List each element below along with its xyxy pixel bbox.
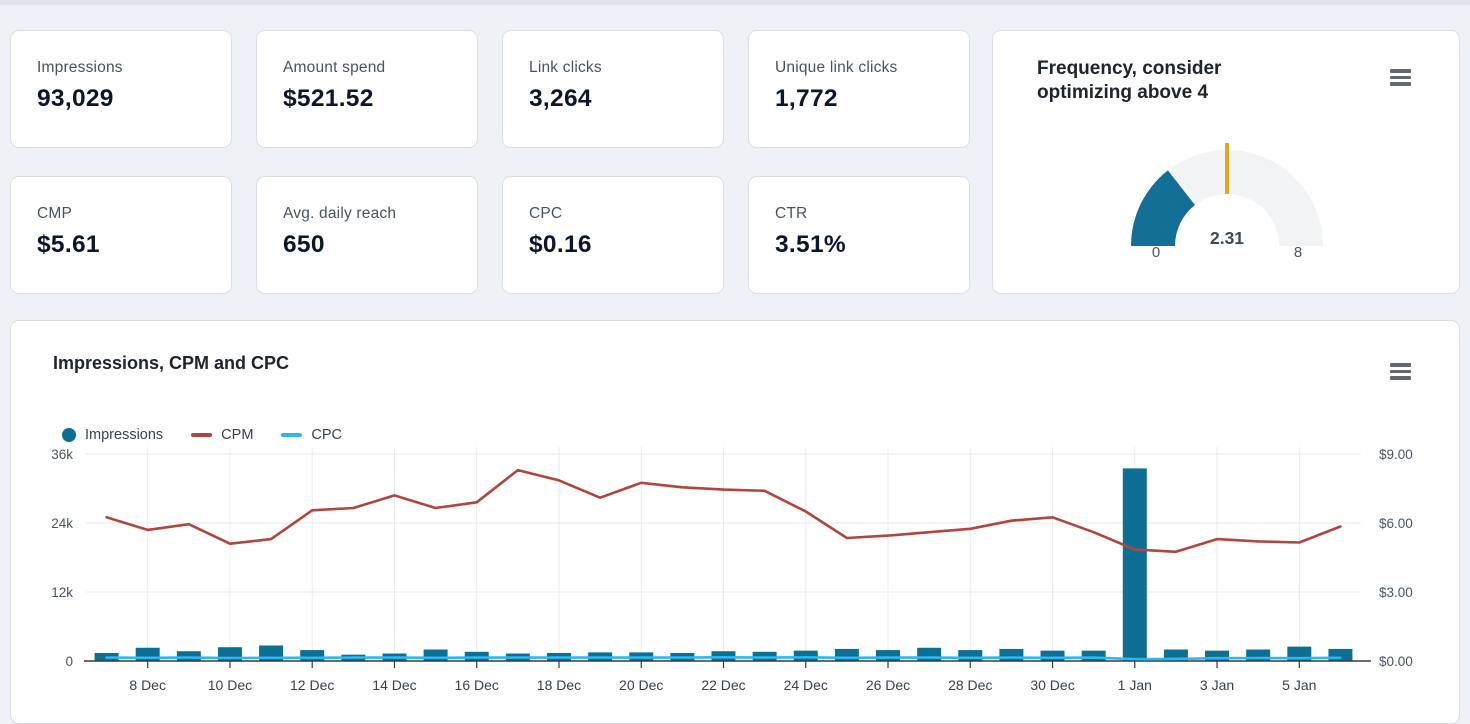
- impressions-bar: [1081, 650, 1106, 661]
- gauge-value: 2.31: [1209, 228, 1245, 248]
- kpi-label: CMP: [37, 205, 73, 222]
- kpi-value: 93,029: [37, 85, 114, 112]
- kpi-label: Unique link clicks: [775, 59, 898, 76]
- kpi-card-impressions: Impressions 93,029: [10, 30, 232, 148]
- impressions-legend-marker: [62, 428, 76, 442]
- kpi-value: 3.51%: [775, 231, 846, 258]
- x-axis-label: 28 Dec: [948, 677, 992, 693]
- impressions-bar: [176, 651, 201, 661]
- impressions-bar: [1328, 648, 1353, 661]
- gauge-menu-button[interactable]: [1390, 69, 1411, 86]
- chart-title: Impressions, CPM and CPC: [53, 353, 290, 373]
- legend-item-impressions[interactable]: Impressions: [62, 427, 163, 443]
- kpi-value: $521.52: [283, 85, 374, 112]
- cpm-line: [105, 468, 1342, 554]
- kpi-card-avg-daily-reach: Avg. daily reach 650: [256, 176, 478, 294]
- x-axis-label: 12 Dec: [290, 677, 334, 693]
- frequency-gauge-card: Frequency, consider optimizing above 4 2…: [992, 30, 1460, 294]
- cpm-legend-marker: [191, 433, 213, 437]
- kpi-value: 1,772: [775, 85, 838, 112]
- combo-chart-svg: 8 Dec 10 Dec 12 Dec 14 Dec 16 Dec 18 Dec 20 De…: [51, 447, 1413, 693]
- impressions-bar: [1040, 650, 1065, 661]
- legend-item-cpc[interactable]: CPC: [281, 427, 342, 443]
- impressions-bar: [1163, 649, 1188, 661]
- gauge-fill: [1131, 170, 1195, 246]
- impressions-bar: [876, 650, 901, 661]
- x-axis-label: 3 Jan: [1200, 677, 1234, 693]
- kpi-label: Link clicks: [529, 59, 602, 76]
- left-axis-label: 12k: [51, 585, 73, 600]
- impressions-bar: [300, 650, 325, 661]
- kpi-label: Amount spend: [283, 59, 386, 76]
- kpi-value: $0.16: [529, 231, 592, 258]
- x-axis-label: 26 Dec: [866, 677, 910, 693]
- x-axis-label: 22 Dec: [701, 677, 745, 693]
- x-axis-label: 20 Dec: [619, 677, 663, 693]
- hamburger-menu-icon: [1390, 69, 1411, 73]
- impressions-bar: [1205, 650, 1230, 661]
- kpi-value: 3,264: [529, 85, 592, 112]
- cpc-legend-marker: [281, 433, 303, 437]
- chart-legend: Impressions CPM CPC: [62, 427, 342, 443]
- kpi-card-link-clicks: Link clicks 3,264: [502, 30, 724, 148]
- left-axis-label: 0: [65, 654, 73, 669]
- impressions-bar: [1122, 468, 1147, 661]
- impressions-bar: [917, 647, 942, 661]
- impressions-bar: [834, 648, 859, 661]
- right-axis-label: $0.00: [1379, 654, 1413, 669]
- kpi-value: 650: [283, 231, 325, 258]
- frequency-gauge: 2.31 0 8: [1077, 138, 1377, 278]
- impressions-bar: [1246, 649, 1271, 661]
- gauge-min-label: 0: [1151, 244, 1161, 261]
- impressions-bar: [958, 650, 983, 661]
- x-axis-label: 30 Dec: [1030, 677, 1074, 693]
- chart-menu-button[interactable]: [1390, 363, 1411, 380]
- kpi-card-cmp: CMP $5.61: [10, 176, 232, 294]
- x-axis-label: 5 Jan: [1282, 677, 1316, 693]
- kpi-label: CPC: [529, 205, 563, 222]
- cpc-line: [105, 656, 1342, 661]
- kpi-label: CTR: [775, 205, 808, 222]
- impressions-bar: [793, 650, 818, 661]
- left-axis-label: 36k: [51, 447, 73, 462]
- gauge-max-label: 8: [1293, 244, 1303, 261]
- kpi-value: $5.61: [37, 231, 100, 258]
- x-axis-label: 8 Dec: [129, 677, 166, 693]
- hamburger-menu-icon: [1390, 363, 1411, 367]
- legend-item-cpm[interactable]: CPM: [191, 427, 253, 443]
- kpi-card-ctr: CTR 3.51%: [748, 176, 970, 294]
- left-axis-label: 24k: [51, 516, 73, 531]
- kpi-card-cpc: CPC $0.16: [502, 176, 724, 294]
- x-axis-label: 16 Dec: [455, 677, 499, 693]
- kpi-label: Avg. daily reach: [283, 205, 397, 222]
- right-axis-label: $6.00: [1379, 516, 1413, 531]
- combo-chart-card: Impressions, CPM and CPC Impressions CPM…: [10, 320, 1460, 724]
- right-axis-label: $9.00: [1379, 447, 1413, 462]
- x-axis-label: 10 Dec: [208, 677, 252, 693]
- top-strip: [0, 0, 1470, 5]
- x-axis-label: 1 Jan: [1118, 677, 1152, 693]
- x-axis-label: 24 Dec: [784, 677, 828, 693]
- impressions-bar: [999, 648, 1024, 661]
- kpi-card-amount-spend: Amount spend $521.52: [256, 30, 478, 148]
- x-axis-label: 14 Dec: [372, 677, 416, 693]
- gauge-card-title: Frequency, consider optimizing above 4: [1037, 58, 1222, 104]
- gauge-svg: [1131, 143, 1323, 246]
- impressions-bar: [423, 649, 448, 661]
- kpi-card-unique-link-clicks: Unique link clicks 1,772: [748, 30, 970, 148]
- x-axis-label: 18 Dec: [537, 677, 581, 693]
- kpi-label: Impressions: [37, 59, 123, 76]
- right-axis-label: $3.00: [1379, 585, 1413, 600]
